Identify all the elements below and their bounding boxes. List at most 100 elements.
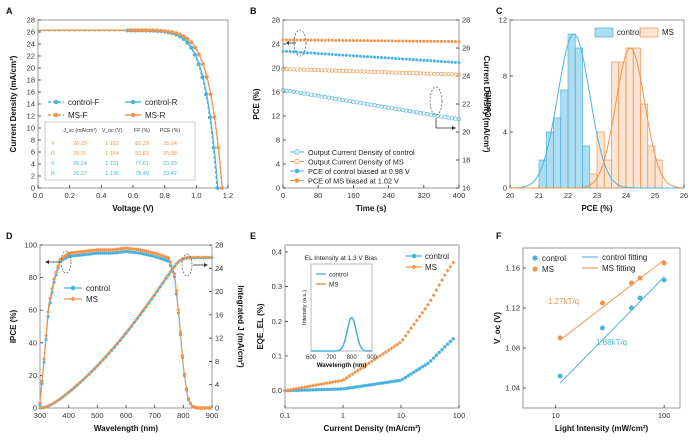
- y-tick-label: 1.08: [505, 344, 520, 353]
- stability-point: [330, 38, 334, 42]
- stability-point: [327, 38, 331, 42]
- integrated-point: [191, 255, 196, 260]
- stability-point: [383, 39, 387, 43]
- stability-point: [341, 53, 345, 57]
- eqe-point: [300, 388, 304, 392]
- stability-point: [428, 112, 433, 117]
- stability-point: [319, 68, 324, 73]
- integrated-point: [51, 401, 55, 406]
- legend-label: MS: [425, 263, 437, 272]
- eqe-point: [392, 344, 397, 349]
- y-tick-label: 20: [272, 64, 280, 73]
- stability-point: [390, 70, 395, 75]
- x-tick-label: 0: [281, 191, 285, 200]
- eqe-point: [358, 366, 363, 371]
- stability-point: [354, 100, 359, 105]
- eqe-point: [353, 385, 357, 389]
- stability-point: [446, 60, 450, 64]
- legend-marker: [70, 285, 76, 291]
- x-tick-label: 500: [91, 411, 104, 420]
- eqe-point: [403, 333, 408, 338]
- x-tick-label: 160: [347, 191, 360, 200]
- table-header: V_oc (V): [102, 128, 122, 134]
- stability-point: [436, 39, 440, 43]
- y-tick-label: 2: [31, 172, 35, 181]
- eqe-point: [322, 381, 327, 386]
- eqe-point: [364, 362, 369, 367]
- jv-point: [189, 45, 194, 50]
- jv-point: [135, 27, 141, 33]
- inset-x-tick-label: 700: [326, 355, 337, 361]
- stability-point: [362, 39, 366, 43]
- y-tick-label: 1.16: [505, 264, 520, 273]
- eqe-point: [333, 387, 338, 391]
- integrated-point: [111, 346, 115, 351]
- legend-label: control: [425, 252, 449, 261]
- x-tick-label: 1.2: [223, 191, 233, 200]
- slope-annotation: 1.27kT/q: [548, 297, 579, 306]
- ipce-point: [176, 307, 181, 312]
- y-tick-label: 12: [27, 112, 35, 121]
- y2-tick-label: 20: [462, 128, 470, 137]
- eqe-point: [431, 293, 436, 298]
- stability-point: [393, 70, 398, 75]
- y-axis-label: EQE_EL (%): [256, 303, 265, 349]
- stability-point: [298, 90, 303, 95]
- stability-point: [341, 38, 345, 42]
- ipce-point: [208, 406, 213, 410]
- arrow-left-head: [286, 41, 289, 45]
- stability-point: [418, 71, 423, 76]
- y-tick-label: 20: [27, 64, 35, 73]
- integrated-point: [165, 273, 170, 278]
- stability-point: [330, 68, 335, 73]
- stability-point: [397, 107, 402, 112]
- stability-point: [387, 56, 391, 60]
- eqe-point: [339, 387, 343, 391]
- eqe-point: [308, 384, 313, 389]
- eqe-point: [350, 385, 354, 390]
- stability-point: [422, 39, 426, 43]
- ipce-point: [96, 247, 101, 252]
- legend-label: MS-F: [68, 111, 88, 120]
- y-tick-label: 8: [503, 72, 507, 81]
- stability-point: [320, 52, 324, 56]
- eqe-point: [378, 381, 383, 386]
- jv-point: [196, 61, 202, 67]
- eqe-point: [383, 350, 388, 355]
- integrated-point: [82, 376, 87, 381]
- eqe-point: [434, 288, 439, 293]
- y-tick-label: 60: [29, 306, 37, 315]
- stability-point: [348, 38, 352, 42]
- stability-point: [429, 39, 433, 43]
- annotation-ellipse: [181, 253, 193, 277]
- integrated-point: [65, 391, 70, 396]
- stability-point: [284, 67, 289, 72]
- integrated-point: [108, 349, 113, 354]
- stability-point: [358, 39, 362, 43]
- eqe-point: [328, 387, 332, 392]
- x-tick-label: 0.2: [64, 191, 74, 200]
- stability-point: [330, 52, 334, 56]
- ipce-point: [100, 247, 105, 252]
- histogram-bar-ms: [611, 61, 620, 189]
- stability-point: [281, 49, 285, 53]
- ipce-point: [206, 406, 211, 410]
- jv-point: [181, 36, 187, 42]
- x-tick-label: 0.8: [159, 191, 169, 200]
- table-row-label: F: [51, 161, 55, 167]
- jv-point: [204, 74, 210, 80]
- stability-point: [299, 50, 303, 54]
- stability-point: [404, 57, 408, 61]
- x-axis-label: Wavelength (nm): [94, 424, 158, 433]
- integrated-point: [71, 386, 75, 391]
- inset-x-tick-label: 900: [367, 355, 378, 361]
- y2-tick-label: 16: [462, 184, 470, 193]
- x-tick-label: 20: [506, 191, 514, 200]
- plot-frame: [284, 244, 460, 409]
- stability-point: [380, 56, 384, 60]
- eqe-point: [417, 366, 422, 371]
- eqe-point: [319, 387, 324, 392]
- eqe-point: [420, 365, 425, 369]
- jv-point: [154, 28, 160, 33]
- stability-point: [383, 70, 388, 75]
